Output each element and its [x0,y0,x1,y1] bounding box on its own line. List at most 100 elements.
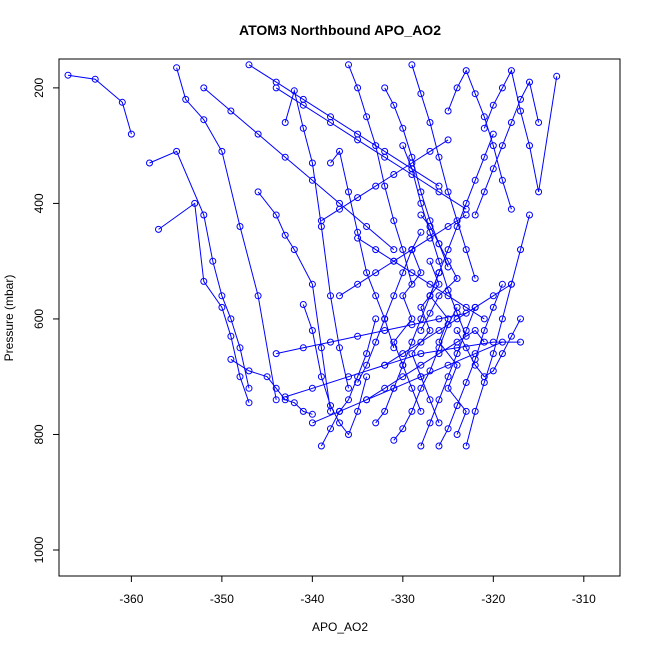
y-tick-label: 200 [32,78,46,98]
data-point [462,327,470,334]
data-point [507,67,515,75]
data-point [299,407,307,415]
x-tick-label: -360 [119,592,143,606]
data-point [417,228,425,236]
data-point [426,396,434,404]
data-point [390,217,398,225]
data-point [372,338,380,346]
data-point [498,350,506,358]
data-point [453,431,461,438]
profile-series [462,211,533,450]
data-point [200,116,208,124]
data-point [426,367,434,375]
data-point [390,246,398,254]
data-point [381,327,389,334]
series-line [176,67,277,400]
profile-series [254,188,334,415]
data-point [462,407,470,415]
data-point [489,303,497,311]
data-point [299,301,307,308]
chart-title: ATOM3 Northbound APO_AO2 [239,22,441,38]
data-point [444,373,452,381]
data-point [507,205,515,213]
profile-series [435,280,506,450]
data-point [308,159,316,167]
data-point [498,142,506,150]
series-line [411,64,476,279]
series-line [366,329,485,401]
series-line [203,87,395,250]
data-point [408,269,416,277]
data-point [354,234,362,242]
series-line [384,283,512,366]
data-point [209,257,217,265]
data-point [390,436,398,444]
data-point [363,396,371,404]
data-point [435,419,443,427]
data-point [345,61,352,69]
profile-series [345,61,416,288]
series-line [284,88,349,389]
data-point [426,292,434,300]
data-point [299,344,307,352]
data-point [444,136,452,144]
data-point [435,240,443,248]
series-line [429,133,494,296]
data-point [417,269,425,277]
data-point [345,396,352,404]
data-point [408,384,416,392]
data-point [480,315,488,323]
profile-series [272,84,470,213]
profile-series [354,234,488,323]
data-point [308,384,316,392]
x-axis: -360 -350 -340 -330 -320 -310 [119,576,596,606]
data-point [354,332,362,340]
data-point [272,384,280,392]
data-point [91,75,99,83]
data-point [453,315,461,323]
data-point [245,399,253,407]
data-point [336,407,343,415]
data-point [417,361,425,369]
data-point [118,98,126,106]
data-point [535,188,543,196]
data-point [200,277,208,285]
data-point [435,396,443,404]
data-point [336,199,343,207]
profile-series [426,269,470,438]
data-point [399,292,407,300]
profile-series [444,67,515,213]
data-point [426,257,434,265]
data-point [399,373,407,381]
series-line [320,318,377,447]
profile-series [317,136,452,225]
data-point [336,292,343,300]
data-point [191,199,199,207]
series-line [276,312,467,355]
y-axis: 200 400 600 800 1000 [32,78,59,563]
data-point [372,142,380,150]
profile-series [64,71,135,138]
series-line [348,64,413,285]
data-point [363,373,371,381]
data-point [453,84,461,92]
data-point [507,119,515,126]
data-point [471,361,479,369]
data-point [417,327,425,334]
data-point [471,407,479,415]
series-line [257,191,331,412]
data-point [327,159,334,167]
data-point [489,142,497,150]
profile-series [408,61,479,282]
data-point [517,246,524,254]
data-point [426,327,434,334]
data-point [471,303,479,311]
data-point [462,303,470,311]
data-point [363,223,371,230]
profile-series [281,87,352,392]
profile-series [245,61,443,190]
data-point [227,107,235,115]
profile-series [381,280,515,369]
data-point [399,350,407,358]
profile-series [408,257,443,427]
